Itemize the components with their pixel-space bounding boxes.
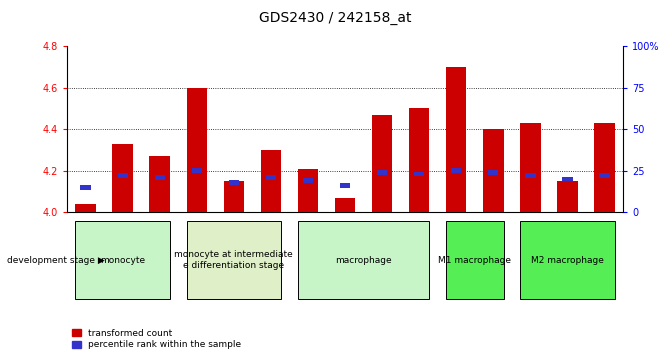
Bar — [186, 88, 207, 212]
Bar — [562, 177, 573, 182]
Bar — [488, 170, 498, 175]
Bar — [261, 150, 281, 212]
Bar — [75, 204, 96, 212]
Bar — [335, 198, 355, 212]
Bar — [520, 123, 541, 212]
Text: macrophage: macrophage — [335, 256, 392, 265]
Text: GDS2430 / 242158_at: GDS2430 / 242158_at — [259, 11, 411, 25]
Text: M1 macrophage: M1 macrophage — [438, 256, 511, 265]
Bar — [266, 175, 276, 180]
Bar — [155, 175, 165, 180]
Text: monocyte at intermediate
e differentiation stage: monocyte at intermediate e differentiati… — [174, 251, 293, 270]
Bar — [377, 170, 387, 175]
Text: monocyte: monocyte — [100, 256, 145, 265]
Bar — [303, 178, 313, 183]
Bar — [594, 123, 615, 212]
Bar — [414, 172, 424, 176]
Bar — [557, 181, 578, 212]
Bar — [192, 169, 202, 173]
Legend: transformed count, percentile rank within the sample: transformed count, percentile rank withi… — [72, 329, 241, 349]
Bar — [117, 173, 128, 178]
Bar — [228, 180, 239, 185]
Bar — [340, 183, 350, 188]
Bar — [451, 169, 462, 173]
Bar — [525, 173, 535, 178]
Text: M2 macrophage: M2 macrophage — [531, 256, 604, 265]
Bar — [224, 181, 244, 212]
Bar — [80, 185, 90, 190]
Bar — [149, 156, 170, 212]
Bar — [297, 169, 318, 212]
Bar — [372, 115, 393, 212]
Text: development stage ▶: development stage ▶ — [7, 256, 105, 265]
Bar — [483, 129, 504, 212]
Bar — [600, 173, 610, 178]
Bar — [446, 67, 466, 212]
Bar — [409, 108, 429, 212]
Bar — [113, 144, 133, 212]
